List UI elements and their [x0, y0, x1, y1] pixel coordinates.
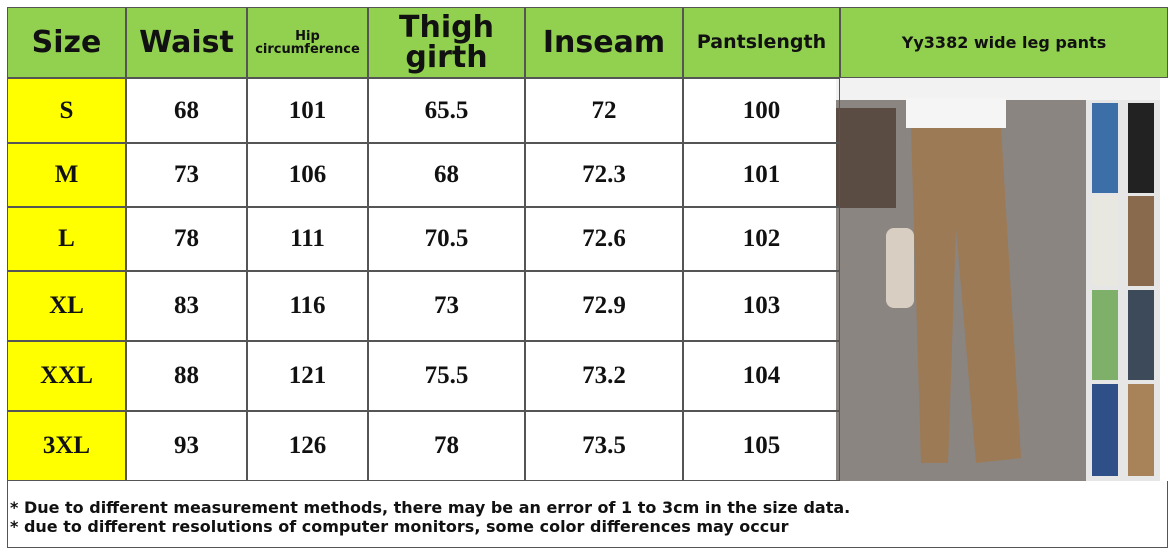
- column-header: Pantslength: [683, 7, 840, 78]
- value-cell: 105: [683, 411, 840, 481]
- value-cell: 106: [247, 143, 368, 207]
- value-cell: 72.9: [525, 271, 683, 341]
- value-cell: 73.2: [525, 341, 683, 411]
- value-cell: 73: [368, 271, 525, 341]
- product-photo: [836, 78, 1160, 481]
- value-cell: 103: [683, 271, 840, 341]
- note: * due to different resolutions of comput…: [10, 517, 789, 536]
- value-cell: 104: [683, 341, 840, 411]
- size-cell: S: [7, 78, 126, 143]
- value-cell: 121: [247, 341, 368, 411]
- value-cell: 65.5: [368, 78, 525, 143]
- notes-box: [7, 481, 1168, 548]
- value-cell: 102: [683, 207, 840, 271]
- value-cell: 101: [247, 78, 368, 143]
- column-header: Inseam: [525, 7, 683, 78]
- value-cell: 100: [683, 78, 840, 143]
- note: * Due to different measurement methods, …: [10, 498, 851, 517]
- value-cell: 75.5: [368, 341, 525, 411]
- column-header: Hip circumference: [247, 7, 368, 78]
- value-cell: 68: [368, 143, 525, 207]
- value-cell: 126: [247, 411, 368, 481]
- value-cell: 72.6: [525, 207, 683, 271]
- value-cell: 73: [126, 143, 247, 207]
- size-cell: M: [7, 143, 126, 207]
- value-cell: 88: [126, 341, 247, 411]
- value-cell: 101: [683, 143, 840, 207]
- value-cell: 116: [247, 271, 368, 341]
- value-cell: 70.5: [368, 207, 525, 271]
- value-cell: 93: [126, 411, 247, 481]
- column-header: Thigh girth: [368, 7, 525, 78]
- size-cell: L: [7, 207, 126, 271]
- size-cell: XXL: [7, 341, 126, 411]
- product-title: Yy3382 wide leg pants: [840, 7, 1168, 78]
- value-cell: 72: [525, 78, 683, 143]
- value-cell: 68: [126, 78, 247, 143]
- value-cell: 111: [247, 207, 368, 271]
- value-cell: 73.5: [525, 411, 683, 481]
- size-cell: 3XL: [7, 411, 126, 481]
- size-cell: XL: [7, 271, 126, 341]
- value-cell: 78: [368, 411, 525, 481]
- value-cell: 72.3: [525, 143, 683, 207]
- value-cell: 78: [126, 207, 247, 271]
- column-header: Waist: [126, 7, 247, 78]
- column-header: Size: [7, 7, 126, 78]
- value-cell: 83: [126, 271, 247, 341]
